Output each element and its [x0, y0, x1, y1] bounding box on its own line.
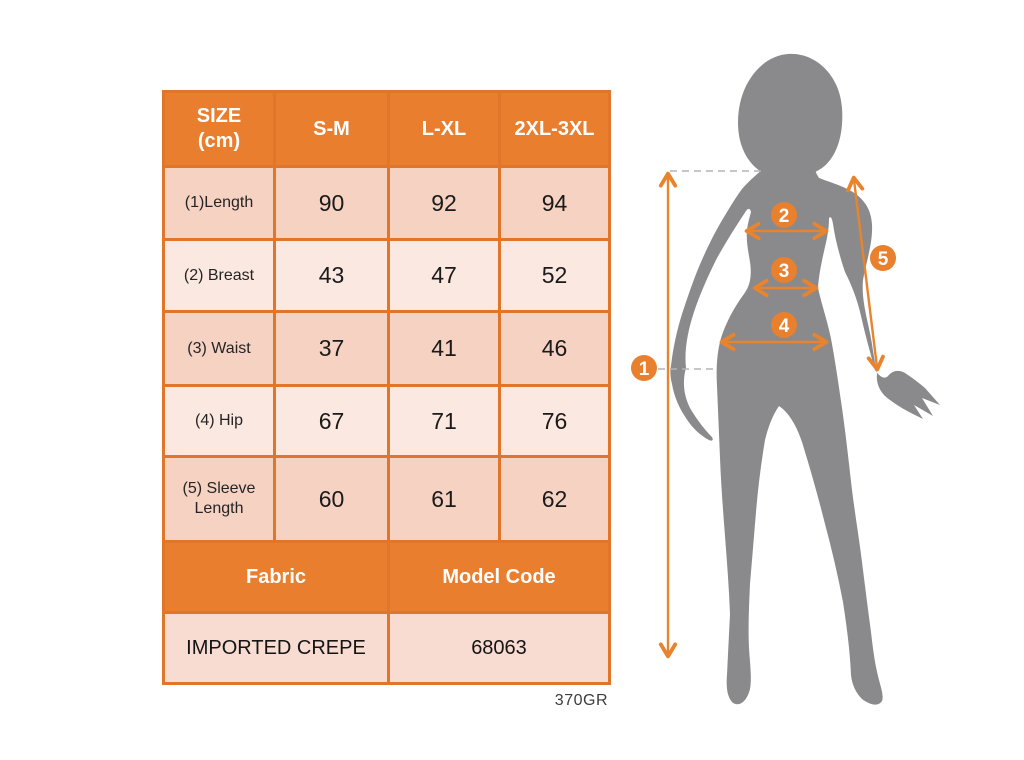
waist-2xl-3xl: 46 [498, 310, 611, 387]
silhouette-head [738, 53, 843, 179]
svg-text:4: 4 [779, 316, 790, 337]
sleeve-arrow [846, 175, 885, 372]
table-row-hip: (4) Hip 67 71 76 [162, 384, 611, 458]
table-row-waist: (3) Waist 37 41 46 [162, 310, 611, 387]
row-label-sleeve-length: (5) Sleeve Length [162, 455, 276, 543]
waist-s-m: 37 [273, 310, 390, 387]
table-footer-header-row: Fabric Model Code [162, 540, 611, 614]
hip-2xl-3xl: 76 [498, 384, 611, 458]
sleeve-l-xl: 61 [387, 455, 501, 543]
breast-l-xl: 47 [387, 238, 501, 313]
column-header-l-xl: L-XL [387, 90, 501, 168]
row-label-breast: (2) Breast [162, 238, 276, 313]
sleeve-s-m: 60 [273, 455, 390, 543]
svg-text:1: 1 [639, 359, 650, 380]
column-header-s-m: S-M [273, 90, 390, 168]
marker-3-waist: 3 [771, 257, 797, 283]
model-code-header: Model Code [387, 540, 611, 614]
hip-l-xl: 71 [387, 384, 501, 458]
column-header-2xl-3xl: 2XL-3XL [498, 90, 611, 168]
table-row-sleeve-length: (5) Sleeve Length 60 61 62 [162, 455, 611, 543]
size-cm-header: SIZE (cm) [162, 90, 276, 168]
table-row-length: (1)Length 90 92 94 [162, 165, 611, 241]
sleeve-2xl-3xl: 62 [498, 455, 611, 543]
svg-text:3: 3 [779, 261, 790, 282]
length-l-xl: 92 [387, 165, 501, 241]
table-header-row: SIZE (cm) S-M L-XL 2XL-3XL [162, 90, 611, 168]
row-label-hip: (4) Hip [162, 384, 276, 458]
breast-s-m: 43 [273, 238, 390, 313]
hip-s-m: 67 [273, 384, 390, 458]
breast-2xl-3xl: 52 [498, 238, 611, 313]
row-label-length: (1)Length [162, 165, 276, 241]
model-code-value: 68063 [387, 611, 611, 685]
svg-text:2: 2 [779, 206, 790, 227]
length-2xl-3xl: 94 [498, 165, 611, 241]
fabric-header: Fabric [162, 540, 390, 614]
female-silhouette [670, 53, 940, 705]
marker-2-breast: 2 [771, 202, 797, 228]
size-chart-table: SIZE (cm) S-M L-XL 2XL-3XL (1)Length 90 … [162, 90, 611, 685]
marker-1-length: 1 [631, 355, 657, 381]
marker-5-sleeve: 5 [870, 245, 896, 271]
measurement-figure: 1 2 3 4 5 [620, 40, 1020, 740]
fabric-value: IMPORTED CREPE [162, 611, 390, 685]
waist-l-xl: 41 [387, 310, 501, 387]
table-footer-data-row: IMPORTED CREPE 68063 [162, 611, 611, 685]
marker-4-hip: 4 [771, 312, 797, 338]
silhouette-body [670, 152, 940, 705]
table-row-breast: (2) Breast 43 47 52 [162, 238, 611, 313]
svg-text:5: 5 [878, 249, 889, 270]
row-label-waist: (3) Waist [162, 310, 276, 387]
length-s-m: 90 [273, 165, 390, 241]
weight-footnote: 370GR [554, 692, 608, 709]
